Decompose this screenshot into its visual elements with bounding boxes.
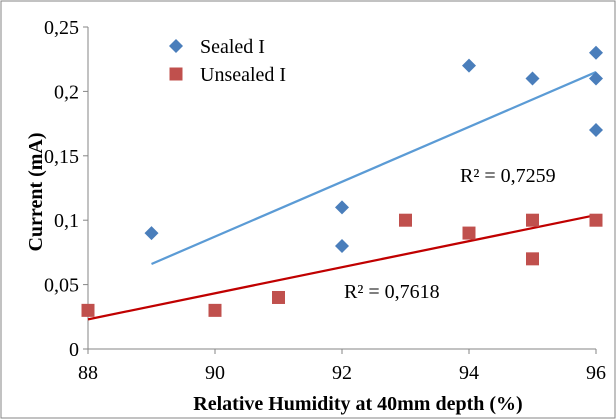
legend-square-icon xyxy=(169,67,183,81)
y-tick-label: 0,2 xyxy=(54,81,79,103)
x-tick-label: 88 xyxy=(78,362,98,384)
r2-annotation-unsealed: R² = 0,7618 xyxy=(344,281,440,303)
data-point-sealed xyxy=(589,71,603,86)
data-point-sealed xyxy=(335,238,349,253)
legend-label-unsealed: Unsealed I xyxy=(200,64,286,86)
y-tick-label: 0 xyxy=(69,339,79,361)
y-tick-label: 0,1 xyxy=(54,210,79,232)
x-axis-ticks: 88 90 92 94 96 xyxy=(78,349,606,384)
data-point-unsealed xyxy=(526,252,539,266)
data-point-unsealed xyxy=(589,213,603,227)
x-tick-label: 90 xyxy=(205,362,225,384)
data-point-sealed xyxy=(144,226,159,241)
r2-annotation-sealed: R² = 0,7259 xyxy=(460,165,556,187)
x-tick-label: 94 xyxy=(459,362,479,384)
x-tick-label: 96 xyxy=(586,362,606,384)
data-point-unsealed xyxy=(208,303,222,317)
data-point-sealed xyxy=(335,200,349,215)
legend: Sealed I Unsealed I xyxy=(169,36,286,86)
trendline-sealed xyxy=(151,71,597,266)
legend-marker-unsealed xyxy=(169,67,183,81)
y-tick-label: 0,25 xyxy=(44,17,79,39)
data-point-unsealed xyxy=(462,226,476,240)
y-tick-label: 0,05 xyxy=(44,275,79,297)
data-point-sealed xyxy=(589,123,603,138)
x-axis-title: Relative Humidity at 40mm depth (%) xyxy=(193,393,522,415)
data-point-unsealed xyxy=(272,290,285,304)
legend-diamond-icon xyxy=(169,39,183,53)
y-tick-label: 0,15 xyxy=(44,146,79,168)
data-point-sealed xyxy=(589,45,603,60)
data-point-unsealed xyxy=(526,213,539,227)
y-axis-ticks: 0 0,05 0,1 0,15 0,2 0,25 xyxy=(44,17,88,361)
data-point-unsealed xyxy=(399,213,412,227)
x-tick-label: 92 xyxy=(332,362,352,384)
data-point-sealed xyxy=(462,58,476,73)
data-point-unsealed xyxy=(81,303,95,317)
data-markers xyxy=(81,45,603,317)
legend-label-sealed: Sealed I xyxy=(200,36,265,58)
y-axis-title: Current (mA) xyxy=(25,132,47,251)
data-point-sealed xyxy=(525,71,540,86)
legend-marker-sealed xyxy=(169,39,183,53)
trendlines xyxy=(87,71,597,321)
trendline-unsealed xyxy=(87,213,597,321)
